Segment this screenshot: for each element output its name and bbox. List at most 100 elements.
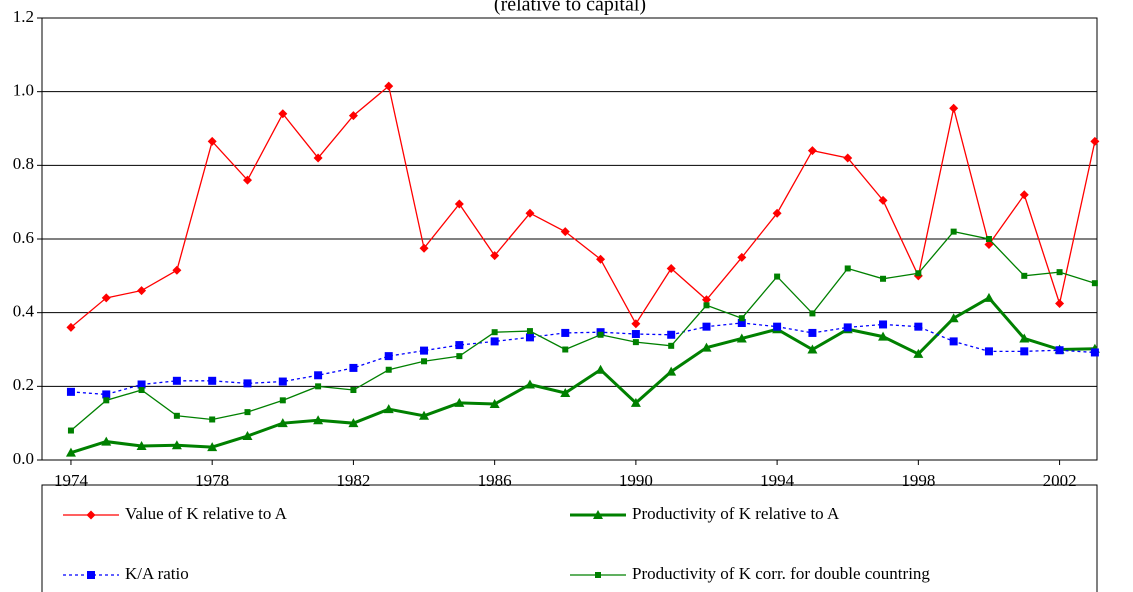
plot-area xyxy=(41,17,1098,461)
point xyxy=(809,310,816,317)
point xyxy=(773,322,782,331)
point xyxy=(878,195,888,205)
point xyxy=(597,331,604,338)
point xyxy=(103,397,110,404)
point xyxy=(738,315,745,322)
point xyxy=(880,275,887,282)
point xyxy=(525,208,535,218)
point xyxy=(66,387,75,396)
legend-label: K/A ratio xyxy=(125,564,189,583)
point xyxy=(102,390,111,399)
point xyxy=(1055,298,1065,308)
point xyxy=(702,322,711,331)
point xyxy=(489,399,500,409)
point xyxy=(278,109,288,119)
point xyxy=(774,273,781,280)
point xyxy=(878,331,889,341)
point xyxy=(666,366,677,376)
point xyxy=(949,103,959,113)
legend-marker xyxy=(87,571,95,579)
point xyxy=(348,111,358,121)
point xyxy=(348,418,359,428)
point xyxy=(384,352,393,361)
point xyxy=(808,328,817,337)
series-line xyxy=(70,84,1096,328)
point xyxy=(666,263,676,273)
point xyxy=(914,322,923,331)
x-tick-label: 1990 xyxy=(619,471,653,490)
point xyxy=(632,339,639,346)
point xyxy=(843,323,852,332)
point xyxy=(524,379,535,389)
point xyxy=(173,412,180,419)
x-tick-label: 1998 xyxy=(901,471,935,490)
point xyxy=(67,427,74,434)
point xyxy=(65,447,76,457)
point xyxy=(137,380,146,389)
point xyxy=(490,337,499,346)
point xyxy=(701,295,711,305)
point xyxy=(66,322,76,332)
point xyxy=(525,333,534,342)
y-tick-label: 0.6 xyxy=(13,228,34,247)
legend-marker xyxy=(86,510,96,520)
legend-marker xyxy=(593,510,603,519)
point xyxy=(138,387,145,394)
point xyxy=(136,441,147,451)
point xyxy=(385,366,392,373)
point xyxy=(243,379,252,388)
point xyxy=(630,397,641,407)
point xyxy=(1091,280,1098,287)
point xyxy=(983,292,994,302)
legend-label: Value of K relative to A xyxy=(125,504,288,523)
y-tick-label: 0.0 xyxy=(13,449,34,468)
point xyxy=(560,387,571,397)
point xyxy=(703,302,710,309)
point xyxy=(737,252,747,262)
legend-box xyxy=(41,484,1098,592)
series-line xyxy=(70,230,1096,432)
point xyxy=(207,442,218,452)
point xyxy=(314,371,323,380)
point xyxy=(667,330,676,339)
point xyxy=(950,228,957,235)
point xyxy=(491,329,498,336)
point xyxy=(419,243,429,253)
y-tick-label: 0.8 xyxy=(13,154,34,173)
point xyxy=(490,251,500,261)
point xyxy=(278,377,287,386)
point xyxy=(101,293,111,303)
point xyxy=(420,346,429,355)
point xyxy=(172,265,182,275)
point xyxy=(313,153,323,163)
y-tick-label: 1.0 xyxy=(13,81,34,100)
point xyxy=(701,342,712,352)
point xyxy=(596,254,606,264)
x-tick-label: 1986 xyxy=(478,471,512,490)
point xyxy=(1055,346,1064,355)
chart-title: (relative to capital) xyxy=(494,0,646,16)
point xyxy=(383,404,394,414)
point xyxy=(561,328,570,337)
point xyxy=(172,376,181,385)
point xyxy=(1019,190,1029,200)
point xyxy=(1090,348,1099,357)
x-tick-label: 1994 xyxy=(760,471,795,490)
point xyxy=(737,318,746,327)
point xyxy=(456,353,463,360)
point xyxy=(985,236,992,242)
point xyxy=(913,348,924,358)
point xyxy=(562,346,569,353)
point xyxy=(1056,269,1063,276)
point xyxy=(560,227,570,237)
point xyxy=(279,397,286,404)
point xyxy=(419,410,430,420)
point xyxy=(736,333,747,343)
point xyxy=(455,341,464,350)
point xyxy=(843,153,853,163)
legend-marker xyxy=(595,572,601,578)
point xyxy=(242,175,252,185)
point xyxy=(421,358,428,365)
point xyxy=(807,344,818,354)
